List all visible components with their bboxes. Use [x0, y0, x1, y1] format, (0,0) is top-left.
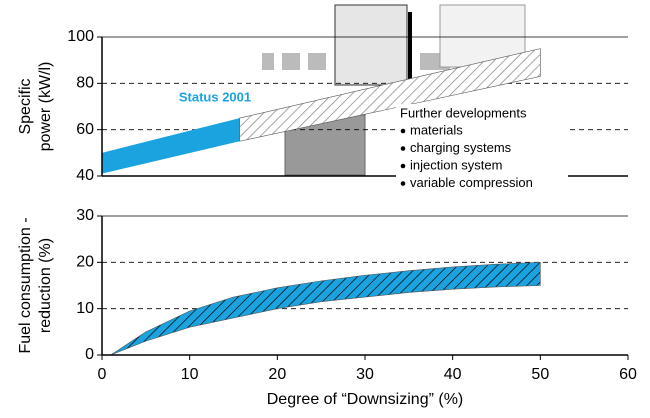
annotation: Status 2001 — [179, 89, 251, 104]
x-tick-label: 40 — [444, 366, 462, 383]
engine-picture — [335, 5, 407, 85]
y-axis-label: Fuel consumption - — [17, 217, 34, 353]
y-tick-label: 30 — [76, 207, 94, 224]
note-item: variable compression — [410, 175, 533, 190]
bullet — [401, 181, 406, 186]
bullet — [401, 164, 406, 169]
band — [102, 118, 240, 174]
y-axis-label: reduction (%) — [37, 238, 54, 333]
notes-title: Further developments — [400, 105, 527, 120]
dash-block — [262, 53, 274, 70]
x-tick-label: 10 — [181, 366, 199, 383]
y-axis-label: power (kW/l) — [37, 62, 54, 152]
dash-block — [282, 53, 300, 70]
y-tick-label: 20 — [76, 254, 94, 271]
x-tick-label: 20 — [268, 366, 286, 383]
y-tick-label: 100 — [67, 28, 94, 45]
y-tick-label: 80 — [76, 75, 94, 92]
chart: 406080100Specificpower (kW/l)Status 2001… — [0, 0, 650, 418]
y-tick-label: 0 — [85, 346, 94, 363]
note-item: charging systems — [410, 140, 512, 155]
y-tick-label: 40 — [76, 167, 94, 184]
dash-block — [308, 53, 326, 70]
y-tick-label: 60 — [76, 121, 94, 138]
bullet — [401, 129, 406, 134]
note-item: materials — [410, 122, 463, 137]
note-item: injection system — [410, 157, 502, 172]
x-tick-label: 30 — [356, 366, 374, 383]
x-axis-label: Degree of “Downsizing” (%) — [267, 391, 464, 408]
y-axis-label: Specific — [17, 78, 34, 134]
x-tick-label: 0 — [98, 366, 107, 383]
bullet — [401, 146, 406, 151]
x-tick-label: 50 — [531, 366, 549, 383]
y-tick-label: 10 — [76, 300, 94, 317]
x-tick-label: 60 — [619, 366, 637, 383]
